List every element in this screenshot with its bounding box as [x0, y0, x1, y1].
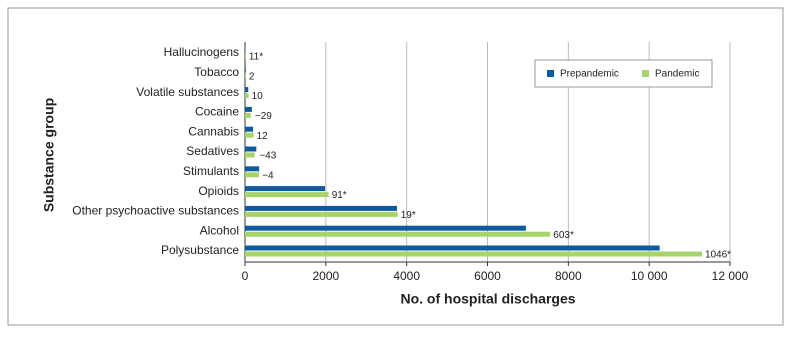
bar: [245, 186, 325, 191]
bar: [245, 206, 397, 211]
y-tick-label: Alcohol: [200, 223, 239, 237]
bar: [245, 232, 550, 237]
y-tick-label: Volatile substances: [136, 85, 239, 99]
bar: [245, 127, 253, 132]
bar: [245, 166, 259, 171]
y-tick-label: Tobacco: [194, 65, 239, 79]
difference-label: −43: [259, 151, 276, 162]
bar: [245, 54, 246, 59]
bar: [245, 67, 246, 72]
difference-label: 10: [252, 91, 264, 102]
legend-label: Pandemic: [655, 69, 699, 80]
legend-swatch: [642, 70, 649, 77]
y-tick-label: Polysubstance: [161, 243, 239, 257]
bar: [245, 192, 329, 197]
bar: [245, 147, 256, 152]
legend-label: Prepandemic: [560, 69, 619, 80]
y-tick-label: Hallucinogens: [164, 45, 239, 59]
bar: [245, 93, 249, 98]
legend-swatch: [547, 70, 554, 77]
difference-label: −29: [255, 111, 272, 122]
difference-label: −4: [262, 170, 274, 181]
bar: [245, 153, 255, 158]
x-tick-label: 4000: [393, 269, 420, 283]
difference-label: 2: [249, 71, 255, 82]
difference-label: 19*: [401, 210, 416, 221]
y-tick-label: Cannabis: [188, 124, 239, 138]
bar: [245, 172, 259, 177]
y-tick-label: Other psychoactive substances: [72, 204, 239, 218]
y-tick-label: Stimulants: [183, 164, 239, 178]
difference-label: 91*: [332, 190, 347, 201]
bar: [245, 246, 660, 251]
x-tick-label: 0: [242, 269, 249, 283]
bar: [245, 252, 702, 257]
difference-label: 603*: [553, 230, 574, 241]
x-tick-label: 10 000: [631, 269, 668, 283]
y-tick-label: Cocaine: [195, 105, 239, 119]
y-tick-label: Opioids: [198, 184, 239, 198]
x-tick-label: 8000: [555, 269, 582, 283]
x-tick-label: 6000: [474, 269, 501, 283]
x-axis-title: No. of hospital discharges: [400, 291, 575, 307]
bar: [245, 87, 248, 92]
bar: [245, 113, 251, 118]
difference-label: 12: [257, 131, 269, 142]
y-axis-title: Substance group: [41, 98, 57, 212]
x-tick-label: 12 000: [712, 269, 749, 283]
difference-label: 11*: [249, 52, 263, 63]
y-tick-label: Sedatives: [186, 144, 239, 158]
difference-label: 1046*: [705, 250, 731, 261]
bar: [245, 226, 526, 231]
bar: [245, 73, 246, 78]
bar: [245, 212, 398, 217]
bar: [245, 107, 252, 112]
x-tick-label: 2000: [312, 269, 339, 283]
bar: [245, 133, 254, 138]
